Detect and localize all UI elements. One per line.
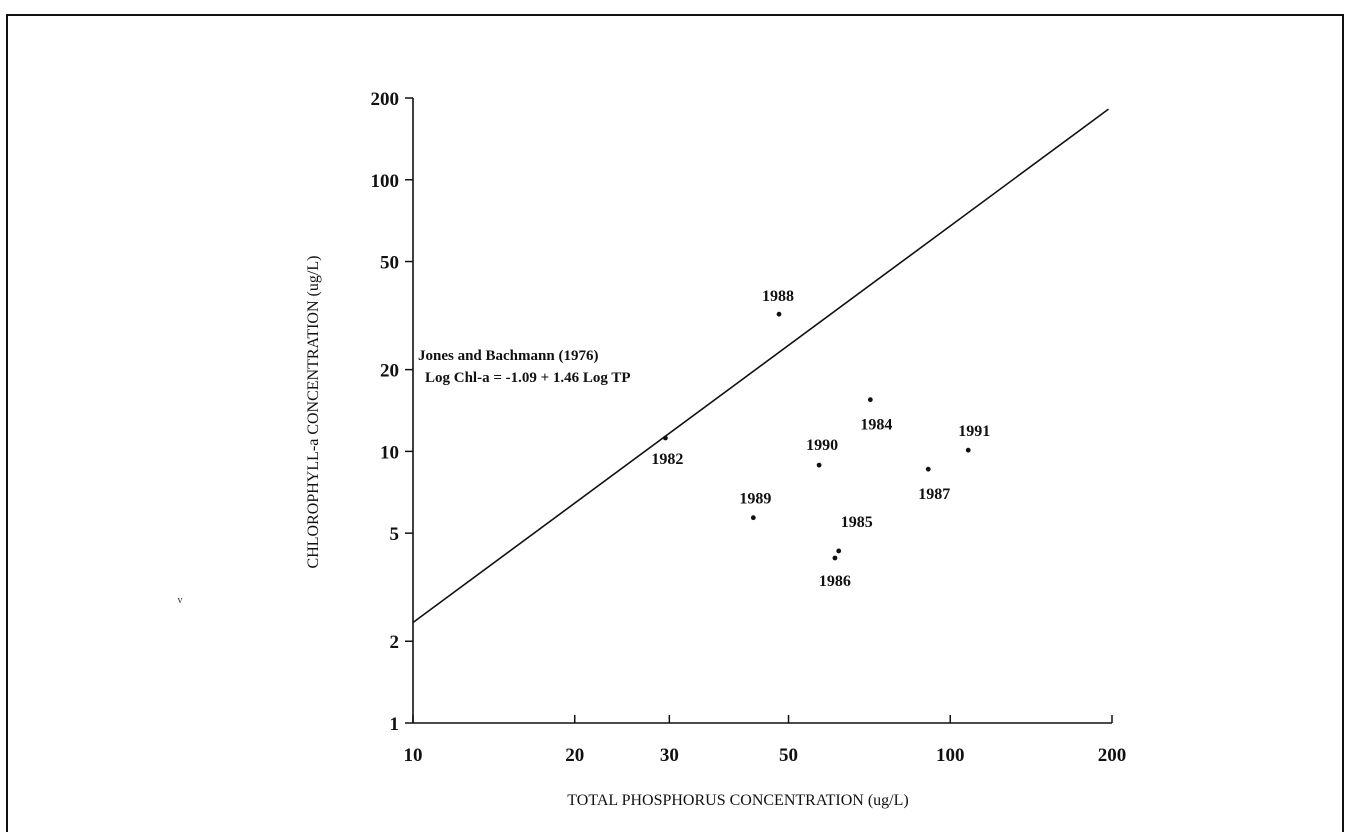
data-point [925,466,931,472]
x-axis-title: TOTAL PHOSPHORUS CONCENTRATION (ug/L) [567,792,908,809]
point-label: 1982 [651,451,683,468]
regression-title: Jones and Bachmann (1976) [418,348,598,364]
point-label: 1985 [841,514,873,531]
x-tick-label: 100 [936,745,965,766]
y-tick-label: 2 [390,632,400,653]
y-tick-label: 50 [380,253,399,274]
point-label: 1984 [860,417,892,434]
point-label: 1990 [806,437,838,454]
y-tick-label: 200 [371,89,400,110]
y-tick-label: 100 [371,171,400,192]
x-tick-label: 50 [779,745,798,766]
point-label: 1986 [819,573,851,590]
regression-line [412,108,1109,624]
y-tick-label: 10 [380,442,399,463]
y-tick-label: 20 [380,361,399,382]
ticks: 10 20 30 50 100 200 1 2 5 10 20 50 100 200 [371,89,1127,766]
data-point [776,311,782,317]
axes [412,98,1112,724]
figure-frame [6,14,1344,832]
point-label: 1991 [958,423,990,440]
data-point [965,447,971,453]
regression-equation: Log Chl-a = -1.09 + 1.46 Log TP [425,370,631,386]
stray-mark: v [178,595,183,606]
x-tick-label: 200 [1098,745,1127,766]
x-tick-label: 30 [660,745,679,766]
x-tick-label: 10 [404,745,423,766]
data-point [867,397,873,403]
y-tick-label: 5 [390,524,400,545]
point-label: 1988 [762,288,794,305]
point-label: 1987 [918,486,950,503]
data-point [832,555,838,561]
data-point [663,435,668,441]
points-layer: 1982 1984 1985 1986 1987 1988 1989 1990 1991 [651,288,990,590]
y-tick-label: 1 [390,714,400,735]
y-axis-title: CHLOROPHYLL-a CONCENTRATION (ug/L) [305,256,322,569]
x-tick-label: 20 [565,745,584,766]
data-point [836,548,842,554]
data-point [816,462,822,468]
data-point [750,515,756,521]
regression-line-layer [412,108,1109,624]
point-label: 1989 [739,491,771,508]
